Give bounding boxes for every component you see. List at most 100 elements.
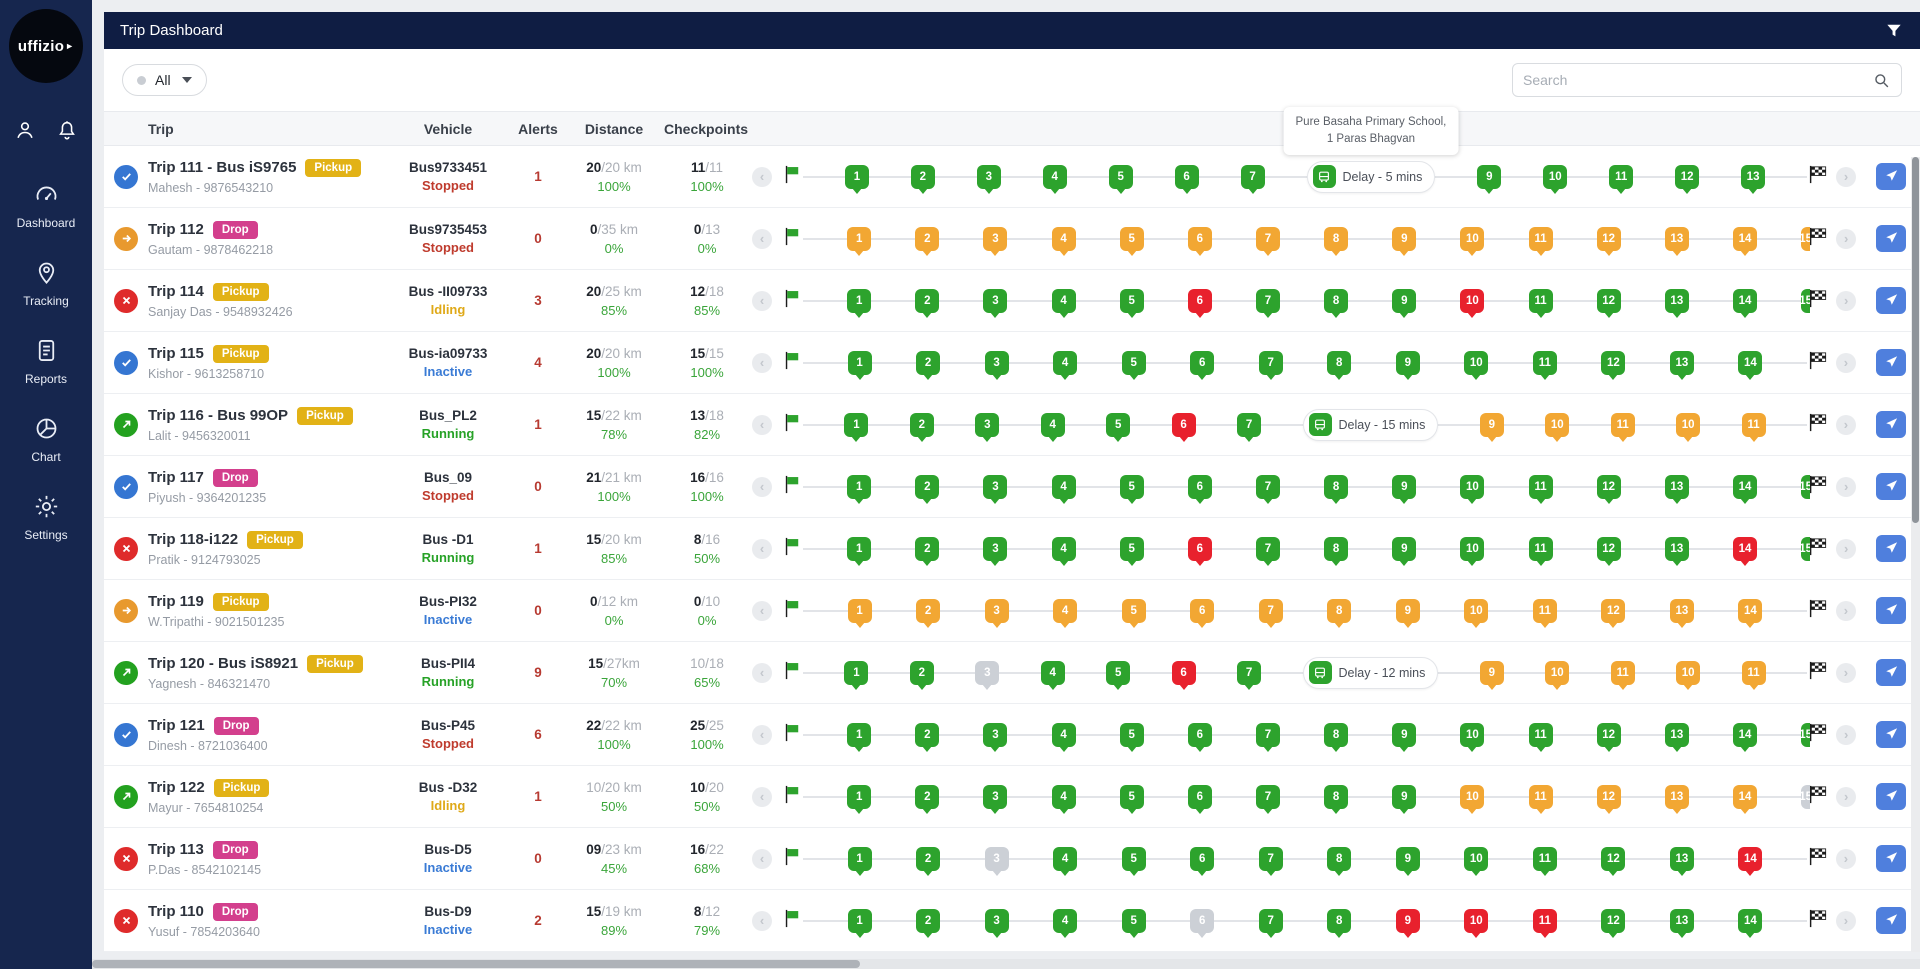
chevron-left-icon[interactable]: ‹ [752,352,772,373]
checkpoint-pin[interactable]: 1 [847,350,872,375]
checkpoint-pin[interactable]: 15 [1801,722,1811,747]
checkpoint-pin[interactable]: 2 [916,598,941,623]
checkpoint-pin[interactable]: 11 [1528,722,1553,747]
checkpoint-pin[interactable]: 11 [1532,908,1557,933]
chevron-right-icon[interactable]: › [1835,910,1856,931]
navigate-button[interactable] [1876,535,1906,562]
checkpoint-pin[interactable]: 7 [1258,350,1283,375]
checkpoint-pin[interactable]: 8 [1324,226,1349,251]
chevron-left-icon[interactable]: ‹ [752,848,772,869]
table-row[interactable]: Trip 119 Pickup W.Tripathi - 9021501235 Bus… [104,580,1920,642]
checkpoint-pin[interactable]: 11 [1528,784,1553,809]
checkpoint-pin[interactable]: 6 [1171,660,1196,685]
checkpoint-pin[interactable]: 6 [1187,536,1212,561]
checkpoint-pin[interactable]: 12 [1596,474,1621,499]
funnel-icon[interactable] [1884,21,1904,41]
search-input[interactable] [1523,72,1872,88]
checkpoint-pin[interactable]: 10 [1460,536,1485,561]
horizontal-scrollbar-thumb[interactable] [92,960,860,968]
checkpoint-pin[interactable]: 2 [909,412,934,437]
user-icon[interactable] [14,119,36,141]
checkpoint-pin[interactable]: 10 [1543,164,1568,189]
checkpoint-pin[interactable]: 3 [984,350,1009,375]
checkpoint-pin[interactable]: 1 [847,226,872,251]
checkpoint-pin[interactable]: 7 [1255,226,1280,251]
checkpoint-pin[interactable]: 10 [1460,474,1485,499]
navigate-button[interactable] [1876,163,1906,190]
vertical-scrollbar-thumb[interactable] [1912,157,1919,523]
checkpoint-pin[interactable]: 13 [1669,908,1694,933]
checkpoint-pin[interactable]: 9 [1479,412,1504,437]
checkpoint-pin[interactable]: 5 [1119,226,1144,251]
sidebar-item-dashboard[interactable]: Dashboard [0,167,92,245]
checkpoint-pin[interactable]: 11 [1528,288,1553,313]
navigate-button[interactable] [1876,411,1906,438]
checkpoint-pin[interactable]: 4 [1051,474,1076,499]
checkpoint-pin[interactable]: 3 [983,784,1008,809]
checkpoint-pin[interactable]: 1 [847,846,872,871]
checkpoint-pin[interactable]: 8 [1327,908,1352,933]
checkpoint-pin[interactable]: 2 [916,908,941,933]
checkpoint-pin[interactable]: 1 [847,474,872,499]
navigate-button[interactable] [1876,287,1906,314]
checkpoint-pin[interactable]: 7 [1240,164,1265,189]
checkpoint-pin[interactable]: 9 [1392,288,1417,313]
checkpoint-pin[interactable]: 6 [1187,784,1212,809]
chevron-left-icon[interactable]: ‹ [752,166,772,187]
checkpoint-pin[interactable]: 6 [1190,908,1215,933]
checkpoint-pin[interactable]: 12 [1601,350,1626,375]
chevron-left-icon[interactable]: ‹ [752,600,772,621]
chevron-left-icon[interactable]: ‹ [752,228,772,249]
checkpoint-pin[interactable]: 12 [1596,722,1621,747]
chevron-right-icon[interactable]: › [1835,414,1856,435]
bell-icon[interactable] [56,119,78,141]
table-row[interactable]: Trip 117 Drop Piyush - 9364201235 Bus_09 Sto… [104,456,1920,518]
delay-pill[interactable]: Delay - 15 mins [1302,408,1439,441]
chevron-left-icon[interactable]: ‹ [752,910,772,931]
checkpoint-pin[interactable]: 5 [1121,598,1146,623]
checkpoint-pin[interactable]: 7 [1237,412,1262,437]
checkpoint-pin[interactable]: 5 [1121,908,1146,933]
checkpoint-pin[interactable]: 12 [1601,598,1626,623]
checkpoint-pin[interactable]: 11 [1532,350,1557,375]
chevron-right-icon[interactable]: › [1836,538,1857,559]
chevron-right-icon[interactable]: › [1835,662,1856,683]
chevron-left-icon[interactable]: ‹ [752,786,772,807]
table-row[interactable]: Trip 110 Drop Yusuf - 7854203640 Bus-D9 Inac… [104,890,1920,952]
checkpoint-pin[interactable]: 3 [983,474,1008,499]
navigate-button[interactable] [1876,473,1906,500]
table-row[interactable]: Trip 114 Pickup Sanjay Das - 9548932426 Bus… [104,270,1920,332]
delay-pill[interactable]: Delay - 5 mins Pure Basaha Primary School… [1283,107,1459,193]
checkpoint-pin[interactable]: 9 [1392,722,1417,747]
checkpoint-pin[interactable]: 9 [1395,350,1420,375]
checkpoint-pin[interactable]: 5 [1106,412,1131,437]
table-row[interactable]: Trip 115 Pickup Kishor - 9613258710 Bus-ia0… [104,332,1920,394]
checkpoint-pin[interactable]: 3 [984,908,1009,933]
checkpoint-pin[interactable]: 13 [1664,784,1689,809]
checkpoint-pin[interactable]: 15 [1801,784,1811,809]
checkpoint-pin[interactable]: 12 [1601,908,1626,933]
checkpoint-pin[interactable]: 2 [916,350,941,375]
checkpoint-pin[interactable]: 13 [1664,722,1689,747]
checkpoint-pin[interactable]: 10 [1460,784,1485,809]
checkpoint-pin[interactable]: 4 [1051,722,1076,747]
checkpoint-pin[interactable]: 9 [1392,474,1417,499]
checkpoint-pin[interactable]: 10 [1464,846,1489,871]
checkpoint-pin[interactable]: 15 [1801,288,1811,313]
checkpoint-pin[interactable]: 14 [1732,722,1757,747]
checkpoint-pin[interactable]: 3 [983,722,1008,747]
checkpoint-pin[interactable]: 14 [1732,226,1757,251]
chevron-right-icon[interactable]: › [1835,848,1856,869]
checkpoint-pin[interactable]: 5 [1106,660,1131,685]
checkpoint-pin[interactable]: 6 [1187,722,1212,747]
checkpoint-pin[interactable]: 11 [1532,598,1557,623]
chevron-right-icon[interactable]: › [1836,290,1857,311]
checkpoint-pin[interactable]: 2 [915,226,940,251]
checkpoint-pin[interactable]: 10 [1460,226,1485,251]
checkpoint-pin[interactable]: 1 [844,164,869,189]
checkpoint-pin[interactable]: 4 [1053,846,1078,871]
checkpoint-pin[interactable]: 7 [1255,536,1280,561]
search-icon[interactable] [1872,71,1891,90]
checkpoint-pin[interactable]: 13 [1664,288,1689,313]
chevron-left-icon[interactable]: ‹ [752,476,772,497]
